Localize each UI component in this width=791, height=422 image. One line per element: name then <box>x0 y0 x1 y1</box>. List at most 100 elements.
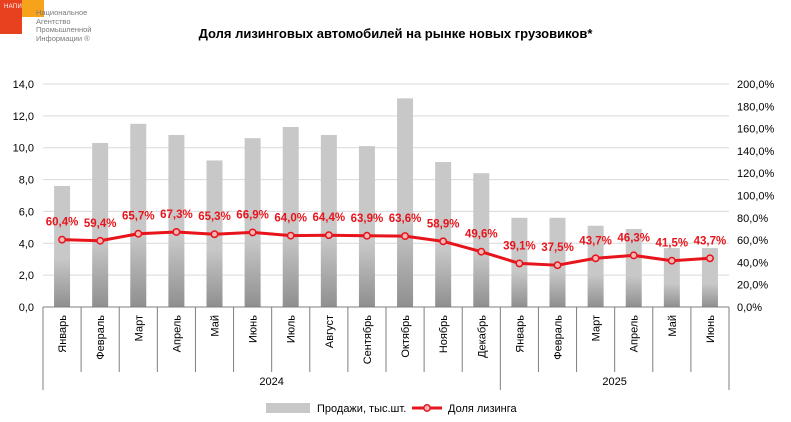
logo-line: Информации ® <box>36 33 90 43</box>
x-tick-label: Май <box>210 315 222 337</box>
bar-sales <box>130 123 147 307</box>
line-point <box>362 231 371 240</box>
line-point <box>248 228 257 237</box>
line-point <box>172 228 181 236</box>
bar-sales <box>625 228 642 307</box>
data-label: 39,1% <box>503 240 536 252</box>
y-left-tick-label: 12,0 <box>13 111 34 123</box>
bar-sales <box>244 138 261 307</box>
data-label: 37,5% <box>541 242 574 254</box>
x-tick-label: Февраль <box>95 315 107 360</box>
y-right-tick-label: 60,0% <box>737 235 768 247</box>
logo-line: Национальное <box>36 8 88 17</box>
line-point <box>515 259 524 268</box>
x-tick-label: Январь <box>57 315 69 353</box>
y-right-tick-label: 100,0% <box>737 191 775 203</box>
data-label: 63,6% <box>389 213 422 225</box>
x-tick-label: Июль <box>286 315 298 343</box>
data-label: 46,3% <box>617 232 650 244</box>
x-tick-label: Ноябрь <box>438 315 450 353</box>
bar-sales <box>320 134 337 307</box>
data-label: 43,7% <box>579 235 612 247</box>
logo-abbreviation: НАПИ <box>4 4 23 10</box>
line-point <box>629 251 638 260</box>
line-point <box>553 261 562 270</box>
chart-title: Доля лизинговых автомобилей на рынке нов… <box>198 26 593 41</box>
y-left-tick-label: 0,0 <box>19 302 34 314</box>
bar-sales <box>473 173 490 307</box>
line-point <box>324 231 333 240</box>
x-tick-label: Декабрь <box>476 315 488 358</box>
y-left-tick-label: 8,0 <box>19 175 34 187</box>
x-group-label: 2025 <box>602 376 626 388</box>
data-label: 43,7% <box>694 235 727 247</box>
bar-sales <box>168 134 185 307</box>
data-label: 67,3% <box>160 209 193 221</box>
x-tick-label: Май <box>667 315 679 337</box>
y-right-tick-label: 140,0% <box>737 146 775 158</box>
x-tick-label: Апрель <box>629 315 641 353</box>
line-point <box>401 232 410 241</box>
y-right-tick-label: 80,0% <box>737 213 768 225</box>
y-left-tick-label: 2,0 <box>19 270 34 282</box>
bar-sales <box>435 162 452 307</box>
x-tick-label: Сентябрь <box>362 315 374 365</box>
x-group-label: 2024 <box>259 376 283 388</box>
data-label: 65,3% <box>198 211 231 223</box>
line-point <box>667 256 676 265</box>
legend-label-leasing: Доля лизинга <box>448 403 517 415</box>
x-tick-label: Июнь <box>705 315 717 343</box>
data-label: 59,4% <box>84 218 117 230</box>
line-point <box>210 230 219 239</box>
line-point <box>134 229 143 238</box>
data-label: 63,9% <box>351 213 384 225</box>
line-point <box>705 254 714 263</box>
y-right-tick-label: 120,0% <box>737 168 775 180</box>
line-point <box>286 231 295 240</box>
bar-sales <box>282 127 299 307</box>
x-tick-label: Февраль <box>553 315 565 360</box>
logo-wordmark: Национальное Агентство Промышленной Инфо… <box>36 8 116 43</box>
bar-sales <box>358 146 375 307</box>
x-tick-label: Март <box>133 315 145 341</box>
y-right-tick-label: 160,0% <box>737 124 775 136</box>
x-tick-label: Август <box>324 315 336 348</box>
logo-red-square <box>0 0 22 34</box>
line-point <box>58 235 67 244</box>
bar-sales <box>587 225 604 307</box>
y-left-tick-label: 6,0 <box>19 206 34 218</box>
line-point <box>591 254 600 263</box>
x-tick-label: Июнь <box>248 315 260 343</box>
y-left-tick-label: 10,0 <box>13 143 34 155</box>
legend-swatch-sales <box>266 403 310 413</box>
line-point <box>96 236 105 245</box>
x-tick-label: Октябрь <box>400 315 412 358</box>
y-left-tick-label: 4,0 <box>19 238 34 250</box>
y-right-tick-label: 0,0% <box>737 302 762 314</box>
x-tick-label: Апрель <box>171 315 183 353</box>
y-right-tick-label: 200,0% <box>737 79 775 91</box>
y-right-tick-label: 40,0% <box>737 257 768 269</box>
data-label: 65,7% <box>122 211 155 223</box>
data-label: 41,5% <box>656 238 689 250</box>
x-tick-label: Март <box>591 315 603 341</box>
data-label: 60,4% <box>46 217 79 229</box>
x-tick-label: Январь <box>514 315 526 353</box>
data-label: 49,6% <box>465 229 498 241</box>
bar-sales <box>92 142 109 307</box>
data-label: 58,9% <box>427 218 460 230</box>
line-point <box>477 247 486 256</box>
data-label: 64,4% <box>313 212 346 224</box>
logo-line: Промышленной <box>36 25 92 35</box>
line-leasing-share <box>62 230 711 267</box>
line-point <box>439 237 448 246</box>
data-label: 64,0% <box>274 213 307 225</box>
legend-marker-leasing <box>423 404 431 412</box>
data-label: 66,9% <box>236 209 269 221</box>
y-left-tick-label: 14,0 <box>13 79 34 91</box>
logo-orange-square <box>22 0 44 17</box>
napi-logo: НАПИ Национальное Агентство Промышленной… <box>0 0 120 60</box>
y-right-tick-label: 180,0% <box>737 101 775 113</box>
bar-sales <box>663 248 680 307</box>
